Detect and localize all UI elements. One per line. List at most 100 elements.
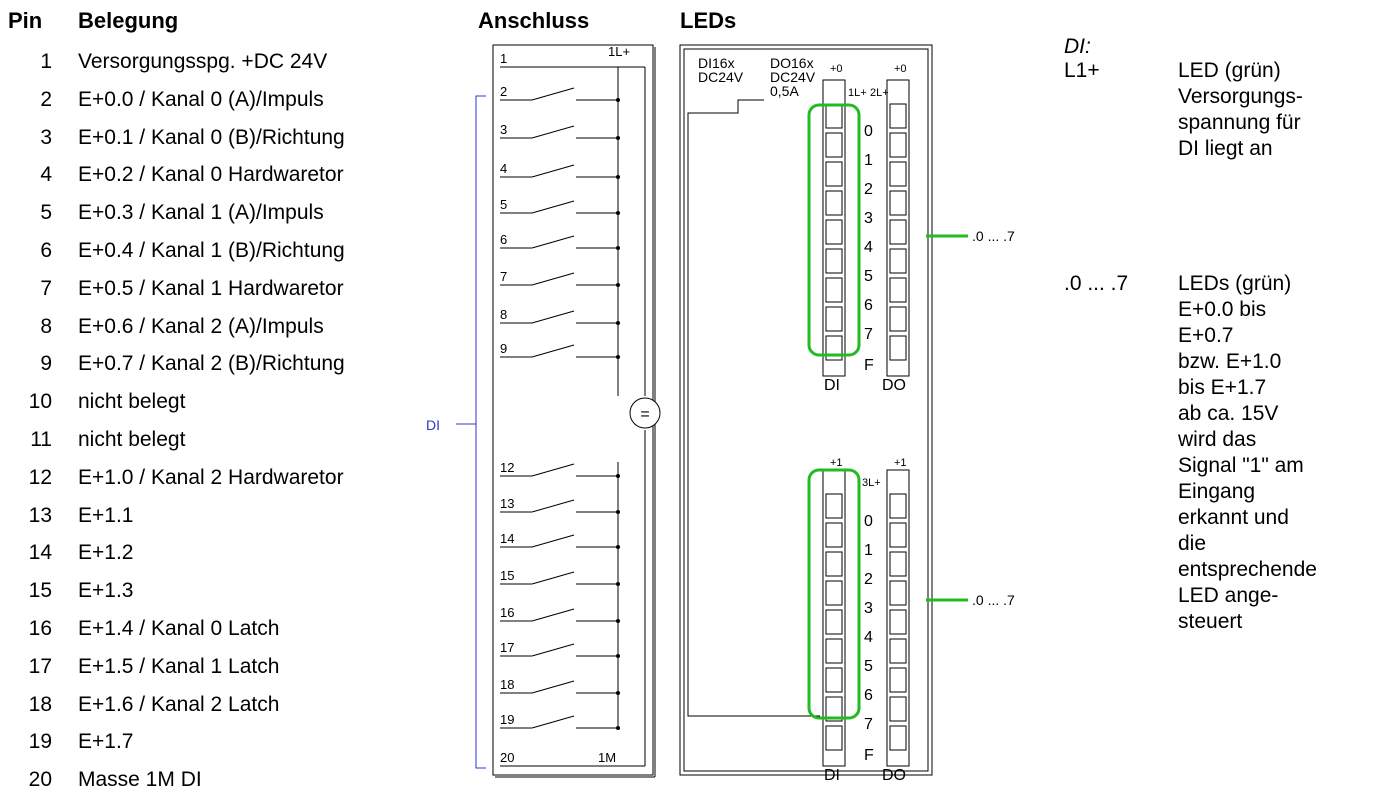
bot-do-led	[889, 551, 907, 577]
led-columns: 0 1 2 3 4 5 6 7 F DI DO 0 1 2 3 4 5 6 7 F DI DO	[822, 79, 910, 784]
bot-f-label: F	[864, 747, 874, 764]
legend-l1-desc: LED (grün) Versorgungs-spannung für DI lie…	[1178, 59, 1303, 162]
input-switch	[500, 310, 620, 325]
pin-number: 14	[28, 541, 52, 565]
legend-l1-line: Versorgungs-	[1178, 85, 1303, 108]
top-do-led	[889, 306, 907, 332]
pin-number: 6	[40, 239, 52, 262]
pin-label: E+1.6 / Kanal 2 Latch	[78, 692, 280, 716]
legend-range-line: wird das	[1178, 428, 1257, 451]
module-frame	[679, 44, 933, 776]
terminal-number: 5	[500, 197, 507, 212]
legend-range-line: Eingang	[1178, 480, 1256, 503]
pin-number: 20	[28, 768, 52, 792]
pin-row: 15 E+1.3	[0, 579, 420, 609]
top-do-led	[889, 132, 907, 158]
pin-number: 11	[30, 428, 52, 451]
bot-di-led	[825, 667, 843, 693]
top-di-led	[825, 132, 843, 158]
top-f-label: F	[864, 357, 874, 374]
terminal-number: 2	[500, 84, 507, 99]
legend-range-line: ab ca. 15V	[1178, 402, 1279, 425]
top-do-led	[889, 335, 907, 361]
bot-led-digit: 2	[864, 571, 873, 588]
bot-di-led	[825, 638, 843, 664]
legend-range-key: .0 ... .7	[1064, 272, 1129, 295]
terminal-number: 19	[500, 712, 514, 727]
input-switch	[500, 499, 620, 514]
legend-l1-line: spannung für	[1178, 111, 1301, 134]
top-di-addr: +0	[830, 63, 843, 75]
top-di-led	[825, 277, 843, 303]
top-do-led	[889, 219, 907, 245]
pin-row: 3 E+0.1 / Kanal 0 (B)/Richtung	[0, 126, 420, 156]
pin-number: 2	[40, 87, 52, 111]
terminal-number: 12	[500, 460, 514, 475]
pin-label: nicht belegt	[78, 390, 186, 414]
pin-row: 4 E+0.2 / Kanal 0 Hardwaretor	[0, 163, 420, 193]
pin-label: E+1.1	[78, 503, 134, 527]
pin-row: 13 E+1.1	[0, 504, 420, 534]
pin-number: 16	[28, 617, 52, 640]
top-led-digit: 7	[864, 326, 873, 343]
input-switch	[500, 463, 620, 478]
pin-row: 10 nicht belegt	[0, 390, 420, 420]
input-switch	[500, 715, 620, 730]
pin-label: Versorgungsspg. +DC 24V	[78, 50, 328, 73]
pin-row: 5 E+0.3 / Kanal 1 (A)/Impuls	[0, 201, 420, 231]
header-pin: Pin	[8, 8, 43, 33]
di-bracket: DI	[426, 95, 486, 769]
bot-do-led	[889, 667, 907, 693]
pin-number: 1	[40, 50, 52, 73]
terminal-number: 17	[500, 640, 514, 655]
legend-range-line: steuert	[1178, 610, 1243, 633]
header-belegung: Belegung	[78, 8, 179, 33]
pin-row: 17 E+1.5 / Kanal 1 Latch	[0, 655, 420, 685]
pin-label: E+0.5 / Kanal 1 Hardwaretor	[78, 276, 344, 300]
legend-di-title: DI:	[1064, 35, 1091, 58]
legend-range-line: Signal "1" am	[1178, 454, 1304, 477]
pin-number: 15	[28, 579, 52, 603]
header-anschluss: Anschluss	[478, 8, 590, 33]
pin-label: nicht belegt	[78, 428, 186, 451]
pin-row: 20 Masse 1M DI	[0, 768, 420, 798]
pin-row: 18 E+1.6 / Kanal 2 Latch	[0, 693, 420, 723]
pin-row: 19 E+1.7	[0, 730, 420, 760]
legend-range-line: erkannt und	[1178, 506, 1289, 529]
terminal-number: 9	[500, 341, 507, 356]
pin-label: E+1.2	[78, 541, 134, 565]
do-type-1: DO16x	[770, 55, 814, 71]
input-switch	[500, 643, 620, 658]
di-bracket-label: DI	[426, 417, 440, 433]
bot-di-led	[825, 696, 843, 722]
supply-label: 1L+	[608, 44, 630, 59]
bot-do-col-label: DO	[882, 767, 906, 784]
input-switch	[500, 534, 620, 549]
bot-do-led	[889, 725, 907, 751]
input-switch	[500, 200, 620, 215]
bot-do-addr: +1	[894, 457, 907, 469]
pin-number: 13	[28, 503, 52, 527]
top-led-digit: 0	[864, 123, 873, 140]
top-led-digit: 5	[864, 268, 873, 285]
pin-label: E+0.3 / Kanal 1 (A)/Impuls	[78, 201, 324, 225]
top-di-led	[825, 306, 843, 332]
di-type-1: DI16x	[698, 55, 735, 71]
bot-di-led	[825, 522, 843, 548]
pin-row: 6 E+0.4 / Kanal 1 (B)/Richtung	[0, 239, 420, 269]
top-di-led	[825, 190, 843, 216]
terminal-number: 3	[500, 122, 507, 137]
pin-label: E+1.7	[78, 730, 134, 754]
top-di-led	[825, 161, 843, 187]
bot-do-led	[889, 609, 907, 635]
terminal-number: 8	[500, 307, 507, 322]
bot-led-digit: 3	[864, 600, 873, 617]
bot-led-digit: 1	[864, 542, 873, 559]
terminal-number: 6	[500, 232, 507, 247]
bot-di-led	[825, 580, 843, 606]
bot-di-led	[825, 551, 843, 577]
terminal-number: 1	[500, 51, 507, 66]
bot-do-led	[889, 696, 907, 722]
terminal-number: 16	[500, 605, 514, 620]
